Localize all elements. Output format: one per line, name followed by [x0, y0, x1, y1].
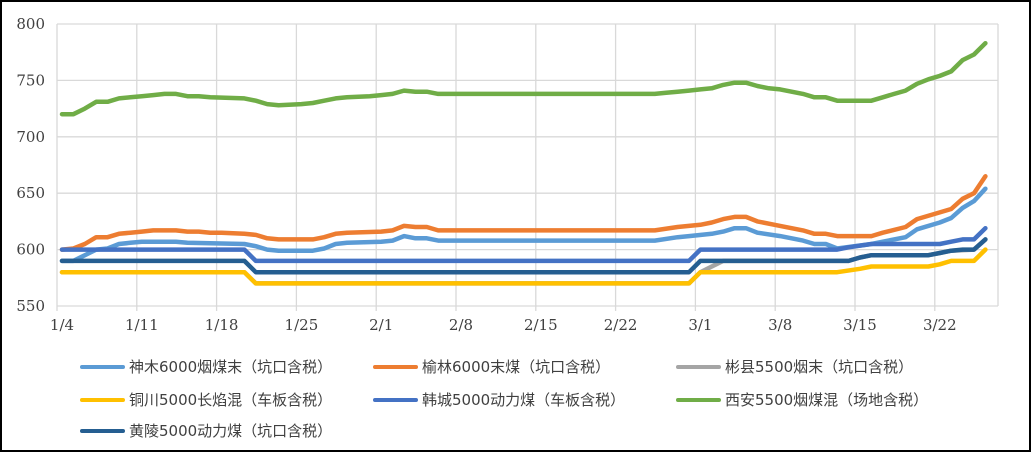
x-tick-label: 1/18 [205, 316, 239, 334]
legend-label: 黄陵5000动力煤（坑口含税） [129, 422, 333, 440]
legend-swatch [80, 428, 125, 433]
legend-label: 榆林6000末煤（坑口含税） [422, 358, 611, 376]
y-tick-label: 700 [16, 128, 45, 146]
legend-label: 神木6000烟煤末（坑口含税） [129, 358, 333, 376]
y-axis-ticks: 550 600 650 700 750 800 [16, 15, 45, 315]
series-line-6 [59, 237, 988, 275]
series-line-4 [59, 225, 988, 264]
legend-swatch [676, 364, 721, 369]
legend-item-shenmu: 神木6000烟煤末（坑口含税） [80, 356, 332, 377]
x-tick-label: 2/15 [524, 316, 558, 334]
y-tick-label: 650 [16, 184, 45, 202]
y-tick-label: 600 [16, 241, 45, 259]
x-tick-label: 3/22 [923, 316, 957, 334]
legend-swatch [80, 364, 125, 369]
legend-item-hancheng: 韩城5000动力煤（车板含税） [373, 389, 625, 410]
legend-item-huangling: 黄陵5000动力煤（坑口含税） [80, 420, 332, 441]
legend-swatch [676, 397, 721, 402]
x-tick-label: 2/8 [449, 316, 473, 334]
x-tick-label: 3/1 [688, 316, 712, 334]
legend-item-tongchuan: 铜川5000长焰混（车板含税） [80, 389, 332, 410]
series-line-1 [59, 174, 988, 252]
grid-lines [56, 23, 999, 311]
y-tick-label: 550 [16, 297, 45, 315]
x-tick-label: 1/11 [125, 316, 159, 334]
legend-label: 铜川5000长焰混（车板含税） [129, 391, 333, 409]
legend-swatch [373, 397, 418, 402]
legend-swatch [80, 397, 125, 402]
x-tick-label: 1/25 [285, 316, 319, 334]
series-line-5 [59, 40, 988, 117]
x-axis-ticks: 1/4 1/11 1/18 1/25 2/1 2/8 2/15 2/22 3/1 3/8 3/15 3… [50, 316, 957, 334]
legend-label: 韩城5000动力煤（车板含税） [422, 391, 626, 409]
x-tick-label: 3/8 [768, 316, 792, 334]
x-tick-label: 3/15 [843, 316, 877, 334]
legend-item-binxian: 彬县5500烟末（坑口含税） [676, 356, 913, 377]
series-line-3 [59, 247, 988, 286]
x-tick-label: 2/1 [369, 316, 393, 334]
legend-item-yulin: 榆林6000末煤（坑口含税） [373, 356, 610, 377]
legend-swatch [373, 364, 418, 369]
legend-label: 彬县5500烟末（坑口含税） [725, 358, 914, 376]
legend-label: 西安5500烟煤混（场地含税） [725, 391, 929, 409]
x-tick-label: 2/22 [604, 316, 638, 334]
y-tick-label: 800 [16, 15, 45, 33]
legend-item-xian: 西安5500烟煤混（场地含税） [676, 389, 928, 410]
series-lines [59, 40, 988, 286]
y-tick-label: 750 [16, 71, 45, 89]
x-tick-label: 1/4 [50, 316, 74, 334]
